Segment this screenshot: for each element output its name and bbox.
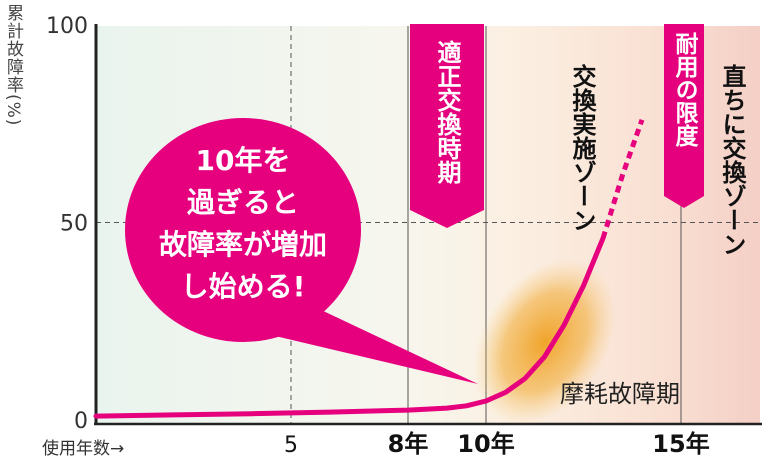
series-line-0 — [93, 235, 606, 419]
callout-line-4: し始める! — [181, 270, 306, 303]
banner-service-limit-text: 耐用の限度 — [671, 32, 699, 148]
callout-line-2: 過ぎると — [187, 186, 299, 219]
tick-labels: 0 50 100 5 8年 10年 15年 — [46, 14, 710, 458]
y-tick-label-50: 50 — [60, 212, 88, 237]
x-tick-label-0: 5 — [284, 433, 298, 458]
callout-line-3: 故障率が増加 — [159, 228, 327, 261]
banner-proper-replacement-text: 適正交換時期 — [433, 39, 461, 185]
callout-bubble: 10年を 過ぎると 故障率が増加 し始める! — [125, 118, 478, 384]
x-tick-label-3: 15年 — [652, 430, 709, 458]
series-layer — [93, 118, 645, 419]
y-tick-label-100: 100 — [46, 14, 88, 39]
banner-service-limit: 耐用の限度 — [664, 24, 704, 208]
callout-line-1: 10年を — [196, 144, 291, 177]
y-axis-label: 累計故障率(%) — [3, 4, 23, 127]
zone-immediate-label: 直ちに交換ゾーン — [718, 64, 746, 256]
wear-period-highlight — [474, 258, 616, 426]
x-tick-label-2: 10年 — [457, 430, 514, 458]
x-axis-label: 使用年数→ — [42, 438, 124, 459]
y-tick-label-0: 0 — [74, 409, 88, 434]
x-tick-label-1: 8年 — [388, 430, 429, 458]
zone-replacement-label: 交換実施ゾーン — [568, 63, 596, 232]
banner-proper-replacement: 適正交換時期 — [410, 24, 484, 228]
wear-period-label: 摩耗故障期 — [560, 380, 680, 408]
series-line-dashed-0 — [600, 118, 645, 240]
